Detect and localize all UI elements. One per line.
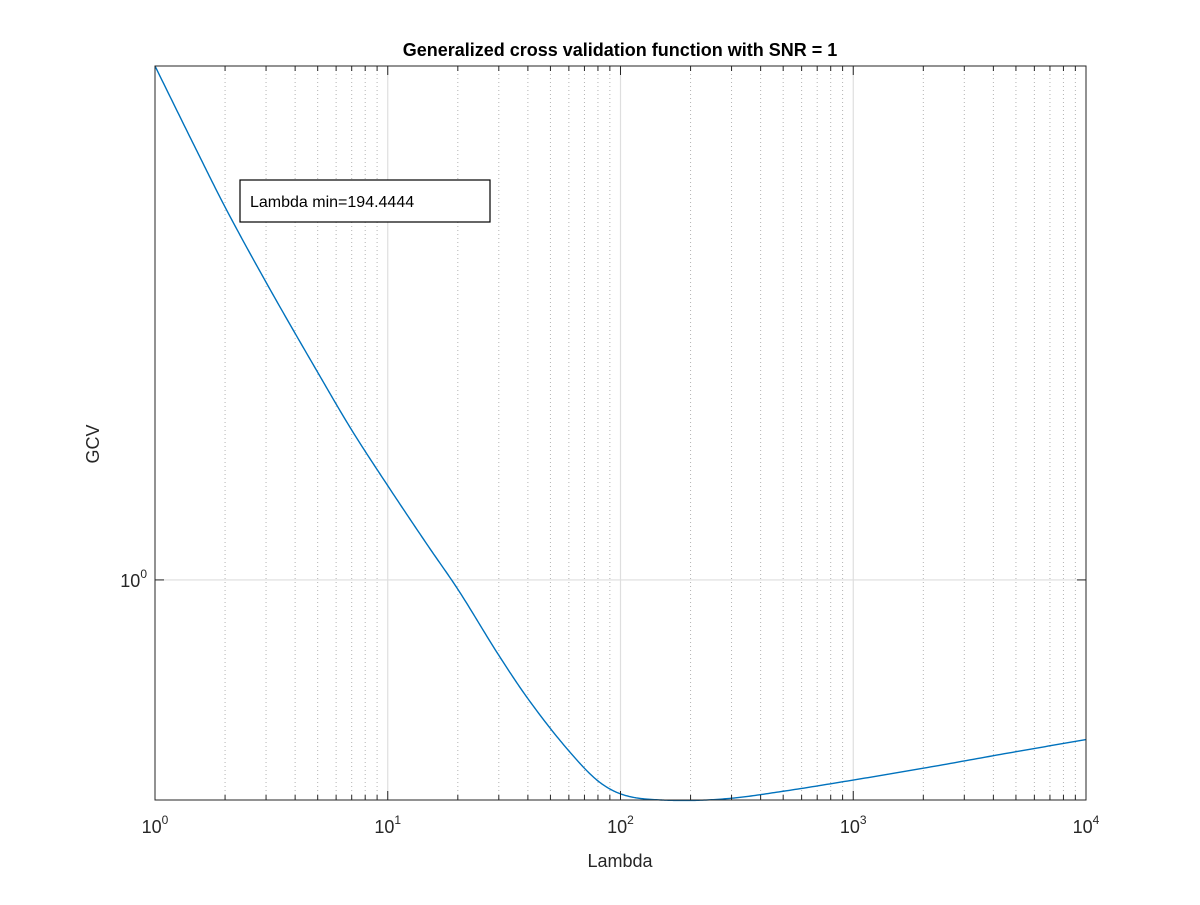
y-tick-label: 100 <box>120 567 147 591</box>
x-tick-label: 104 <box>1073 813 1100 837</box>
label-layer: 100 101 102 103 104 100 <box>120 567 1099 837</box>
annotation-border <box>239 179 491 223</box>
x-tick-label: 103 <box>840 813 867 837</box>
gcv-series-line <box>154 65 1087 802</box>
tick-layer <box>154 66 1087 800</box>
chart-title: Generalized cross validation function wi… <box>403 40 838 60</box>
x-tick-label: 101 <box>374 813 401 837</box>
x-axis-label: Lambda <box>587 851 653 871</box>
annotation-text: Lambda min=194.4444 <box>250 194 414 211</box>
data-layer <box>154 65 1087 802</box>
y-axis-label: GCV <box>83 424 103 463</box>
x-tick-label: 100 <box>142 813 169 837</box>
annotation-box: Lambda min=194.4444 <box>239 179 491 223</box>
x-tick-label: 102 <box>607 813 634 837</box>
